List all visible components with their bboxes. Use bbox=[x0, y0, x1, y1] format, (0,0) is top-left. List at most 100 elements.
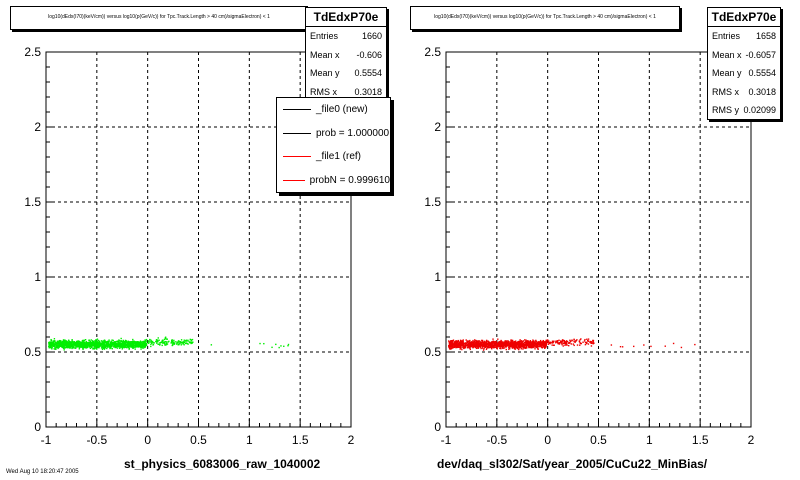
scatter-point bbox=[507, 342, 509, 345]
scatter-point bbox=[493, 347, 495, 349]
scatter-point bbox=[115, 343, 118, 346]
scatter-point bbox=[473, 346, 476, 348]
scatter-point bbox=[482, 345, 484, 348]
scatter-point bbox=[518, 346, 521, 348]
scatter-point bbox=[460, 347, 462, 349]
legend-entry: _file0 (new) bbox=[277, 98, 390, 122]
scatter-point bbox=[97, 339, 100, 342]
scatter-point bbox=[469, 345, 471, 348]
scatter-point bbox=[143, 343, 145, 345]
scatter-point bbox=[60, 340, 62, 342]
scatter-point bbox=[503, 342, 505, 344]
scatter-point bbox=[489, 343, 491, 346]
scatter-point bbox=[564, 342, 566, 344]
left-y-tick-label: 0.5 bbox=[24, 345, 41, 359]
scatter-point bbox=[116, 340, 118, 343]
legend-line-swatch bbox=[283, 156, 311, 158]
scatter-point bbox=[118, 339, 120, 341]
scatter-point bbox=[127, 340, 130, 343]
scatter-point bbox=[98, 341, 100, 343]
scatter-point bbox=[541, 342, 543, 345]
scatter-point bbox=[539, 339, 542, 342]
scatter-point bbox=[150, 345, 152, 348]
scatter-point bbox=[184, 340, 187, 342]
scatter-point bbox=[78, 345, 80, 347]
scatter-point bbox=[96, 338, 99, 340]
scatter-point bbox=[461, 343, 463, 346]
scatter-point bbox=[539, 345, 541, 348]
scatter-point bbox=[479, 341, 482, 343]
right-stats-name: TdEdxP70e bbox=[708, 8, 780, 27]
scatter-point bbox=[129, 342, 131, 345]
scatter-point bbox=[589, 341, 592, 343]
scatter-point bbox=[68, 340, 70, 342]
scatter-point bbox=[448, 341, 450, 343]
scatter-point bbox=[58, 346, 60, 349]
scatter-point bbox=[520, 343, 523, 346]
scatter-point bbox=[592, 339, 595, 342]
scatter-point bbox=[53, 340, 56, 342]
scatter-point bbox=[516, 347, 519, 350]
scatter-point bbox=[140, 348, 142, 350]
scatter-point bbox=[83, 346, 86, 349]
scatter-point bbox=[134, 348, 136, 350]
scatter-point bbox=[69, 347, 71, 349]
scatter-point bbox=[86, 343, 88, 346]
scatter-point bbox=[565, 340, 568, 342]
scatter-point bbox=[525, 340, 527, 343]
scatter-point bbox=[188, 340, 190, 343]
scatter-point bbox=[159, 341, 161, 344]
scatter-point bbox=[82, 339, 84, 342]
scatter-point bbox=[119, 342, 121, 344]
scatter-point bbox=[165, 340, 167, 343]
scatter-point bbox=[58, 342, 61, 345]
scatter-point bbox=[80, 344, 83, 346]
scatter-point bbox=[109, 347, 111, 350]
scatter-point bbox=[518, 347, 520, 349]
scatter-point bbox=[124, 339, 127, 342]
scatter-point bbox=[131, 346, 133, 348]
scatter-point bbox=[52, 340, 54, 342]
scatter-point bbox=[113, 344, 115, 347]
scatter-point bbox=[493, 341, 495, 343]
scatter-point bbox=[90, 342, 93, 344]
scatter-point bbox=[501, 345, 503, 347]
scatter-point bbox=[543, 346, 545, 348]
scatter-point bbox=[191, 338, 194, 341]
scatter-point bbox=[451, 339, 453, 342]
scatter-point bbox=[96, 342, 98, 345]
scatter-point bbox=[535, 346, 537, 348]
scatter-point bbox=[522, 344, 524, 346]
scatter-point bbox=[461, 345, 464, 347]
scatter-point bbox=[480, 343, 483, 346]
scatter-point bbox=[51, 346, 53, 348]
scatter-point bbox=[509, 343, 512, 346]
scatter-point bbox=[108, 340, 110, 343]
scatter-point bbox=[453, 342, 455, 345]
scatter-point bbox=[477, 341, 479, 344]
scatter-point bbox=[449, 345, 451, 348]
scatter-point bbox=[455, 342, 457, 344]
scatter-point bbox=[149, 341, 151, 343]
scatter-point bbox=[479, 344, 481, 346]
scatter-point bbox=[51, 348, 53, 350]
scatter-point bbox=[456, 344, 459, 346]
scatter-point bbox=[492, 341, 494, 343]
scatter-point bbox=[52, 341, 55, 343]
scatter-point bbox=[500, 347, 502, 350]
scatter-point bbox=[478, 342, 480, 345]
scatter-point bbox=[130, 344, 132, 346]
scatter-point bbox=[487, 346, 489, 349]
scatter-point bbox=[539, 343, 541, 345]
scatter-point bbox=[120, 343, 123, 345]
scatter-point bbox=[61, 342, 63, 344]
scatter-point bbox=[491, 345, 493, 347]
scatter-point bbox=[113, 346, 115, 348]
scatter-point bbox=[459, 348, 461, 350]
scatter-point bbox=[540, 345, 543, 347]
scatter-point bbox=[147, 340, 150, 343]
scatter-point bbox=[105, 344, 107, 346]
scatter-point bbox=[460, 342, 462, 345]
scatter-point bbox=[135, 344, 138, 346]
left-stats-name: TdEdxP70e bbox=[306, 8, 386, 27]
